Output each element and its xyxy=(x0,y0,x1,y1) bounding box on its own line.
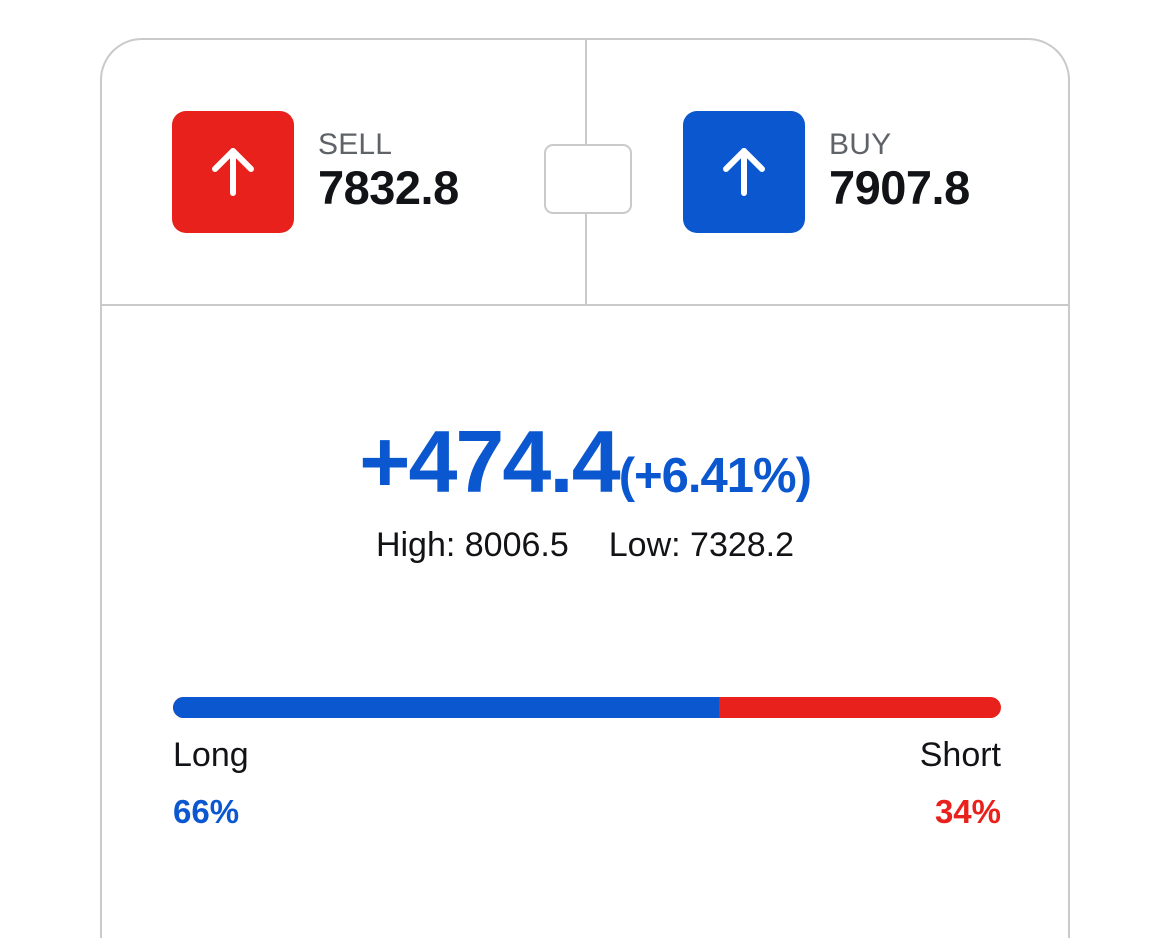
price-change-value: +474.4 xyxy=(359,412,621,511)
instrument-quote-card: SELL 7832.8 BUY 7907.8 xyxy=(100,38,1070,938)
quote-row: SELL 7832.8 BUY 7907.8 xyxy=(102,40,1068,306)
price-change-row: +474.4(+6.41%) xyxy=(102,418,1068,506)
buy-label: BUY xyxy=(829,128,892,162)
long-label: Long xyxy=(173,736,249,774)
arrow-up-icon xyxy=(714,142,774,202)
sentiment-values: 66% 34% xyxy=(173,793,1001,831)
spread-badge[interactable] xyxy=(544,144,632,214)
buy-quote-text: BUY 7907.8 xyxy=(829,129,970,215)
long-short-bar[interactable] xyxy=(173,697,1001,718)
price-change-percent: (+6.41%) xyxy=(618,449,812,503)
high-value: High: 8006.5 xyxy=(375,526,569,564)
sentiment-section: Long Short 66% 34% xyxy=(173,697,1001,831)
sell-label: SELL xyxy=(318,128,393,162)
sell-direction-tile[interactable] xyxy=(172,111,294,233)
arrow-up-icon xyxy=(203,142,263,202)
stats-section: +474.4(+6.41%) High: 8006.5 Low: 7328.2 L… xyxy=(102,306,1068,830)
trading-quote-screen: SELL 7832.8 BUY 7907.8 xyxy=(100,38,1070,938)
sell-quote-text: SELL 7832.8 xyxy=(318,129,459,215)
low-value: Low: 7328.2 xyxy=(608,526,795,564)
sell-quote-button[interactable]: SELL 7832.8 xyxy=(102,40,585,304)
buy-price: 7907.8 xyxy=(829,161,970,215)
short-percent: 34% xyxy=(934,793,1001,830)
long-bar-fill xyxy=(173,697,720,718)
high-low-row: High: 8006.5 Low: 7328.2 xyxy=(102,526,1068,565)
sentiment-labels: Long Short xyxy=(173,736,1001,775)
sell-price: 7832.8 xyxy=(318,161,459,215)
buy-direction-tile[interactable] xyxy=(683,111,805,233)
short-label: Short xyxy=(919,736,1001,774)
buy-quote-button[interactable]: BUY 7907.8 xyxy=(585,40,1068,304)
long-percent: 66% xyxy=(173,793,240,830)
